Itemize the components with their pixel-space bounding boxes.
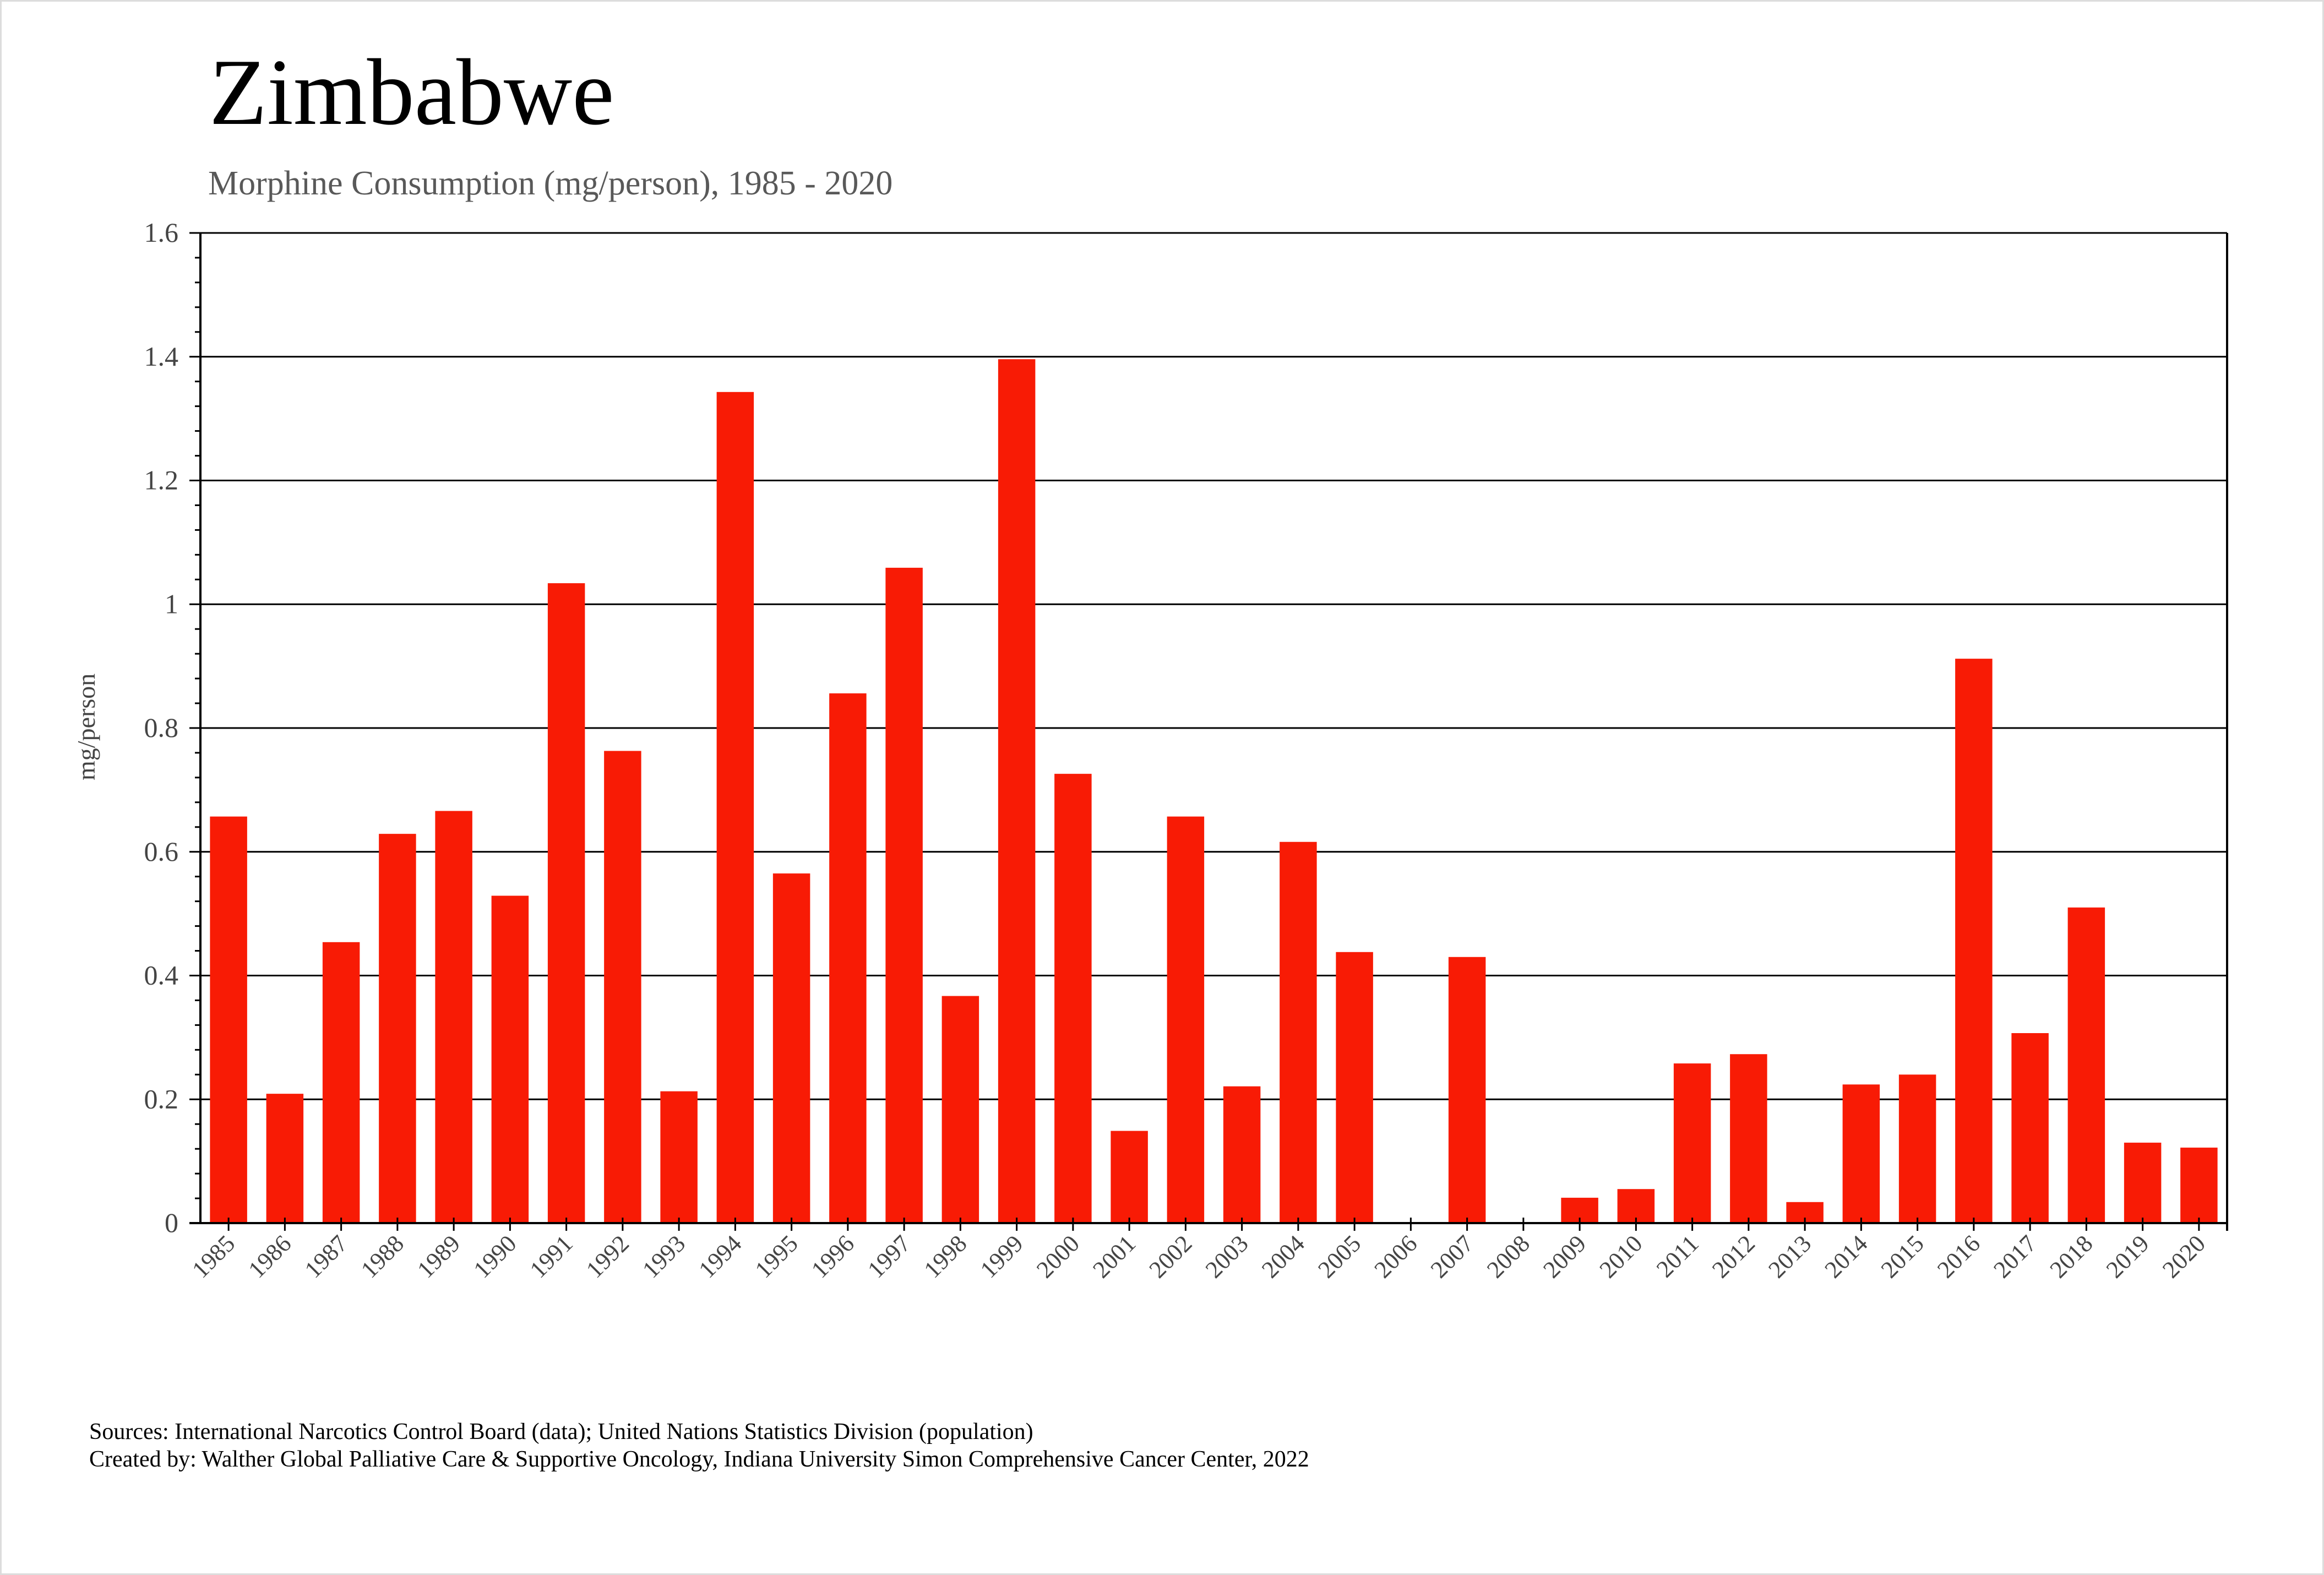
x-tick-label: 1999 xyxy=(975,1230,1028,1283)
chart-subtitle: Morphine Consumption (mg/person), 1985 -… xyxy=(208,165,893,202)
chart-title: Zimbabwe xyxy=(209,40,614,145)
bar-1999 xyxy=(998,359,1036,1223)
bar-2018 xyxy=(2067,907,2105,1223)
y-tick-label: 0.8 xyxy=(144,712,179,743)
bar-1985 xyxy=(210,816,247,1223)
x-tick-label: 2012 xyxy=(1707,1230,1760,1283)
x-tick-label: 2018 xyxy=(2045,1230,2098,1283)
x-tick-label: 2001 xyxy=(1087,1230,1141,1283)
y-tick-label: 1 xyxy=(165,588,178,619)
bar-1994 xyxy=(716,392,754,1224)
bar-1989 xyxy=(435,811,472,1223)
x-tick-label: 1998 xyxy=(919,1230,972,1283)
x-tick-label: 1993 xyxy=(637,1230,690,1283)
x-tick-label: 2008 xyxy=(1482,1230,1535,1283)
y-tick-label: 0.4 xyxy=(144,960,179,991)
bar-1998 xyxy=(941,996,979,1223)
x-tick-label: 1989 xyxy=(412,1230,465,1283)
bar-2007 xyxy=(1448,957,1486,1223)
x-tick-label: 2000 xyxy=(1031,1230,1085,1283)
x-tick-label: 2003 xyxy=(1200,1230,1254,1283)
x-tick-label: 2017 xyxy=(1988,1230,2042,1283)
bar-2019 xyxy=(2124,1142,2162,1223)
y-tick-label: 0.2 xyxy=(144,1083,179,1114)
created-by-note: Created by: Walther Global Palliative Ca… xyxy=(89,1447,1309,1472)
bar-1992 xyxy=(604,751,641,1223)
x-tick-label: 2011 xyxy=(1651,1230,1704,1283)
bar-1993 xyxy=(660,1091,698,1223)
x-tick-label: 2014 xyxy=(1820,1230,1873,1283)
bar-2014 xyxy=(1842,1084,1880,1223)
x-tick-label: 2006 xyxy=(1369,1230,1423,1283)
bar-1988 xyxy=(379,834,416,1223)
bar-1987 xyxy=(322,942,360,1223)
x-tick-label: 2007 xyxy=(1425,1230,1479,1283)
x-tick-label: 2005 xyxy=(1313,1230,1366,1283)
bar-2001 xyxy=(1111,1131,1148,1223)
x-tick-label: 2004 xyxy=(1256,1230,1310,1283)
bar-1986 xyxy=(266,1094,304,1223)
bar-2010 xyxy=(1617,1189,1655,1223)
x-tick-label: 1990 xyxy=(469,1230,522,1283)
bar-2020 xyxy=(2180,1147,2218,1223)
sources-note: Sources: International Narcotics Control… xyxy=(89,1419,1033,1444)
x-tick-label: 2002 xyxy=(1144,1230,1198,1283)
x-tick-label: 1985 xyxy=(187,1230,240,1283)
y-axis-label: mg/person xyxy=(72,674,100,780)
x-tick-label: 1995 xyxy=(750,1230,803,1283)
bar-1996 xyxy=(829,693,867,1223)
x-tick-label: 2009 xyxy=(1538,1230,1591,1283)
bar-2003 xyxy=(1223,1086,1261,1223)
x-tick-label: 1991 xyxy=(525,1230,578,1283)
bar-1991 xyxy=(547,583,585,1223)
x-tick-label: 1997 xyxy=(862,1230,916,1283)
x-tick-label: 1987 xyxy=(300,1230,353,1283)
bar-1995 xyxy=(772,873,810,1223)
y-tick-label: 0.6 xyxy=(144,836,179,867)
x-tick-label: 2016 xyxy=(1932,1230,1985,1283)
x-tick-label: 2015 xyxy=(1876,1230,1929,1283)
y-tick-label: 0 xyxy=(165,1207,178,1238)
bar-1990 xyxy=(491,895,529,1223)
bar-2005 xyxy=(1336,952,1373,1223)
bar-2012 xyxy=(1730,1054,1767,1223)
bar-2011 xyxy=(1673,1063,1711,1223)
x-tick-label: 1994 xyxy=(694,1230,747,1283)
bar-2002 xyxy=(1167,816,1205,1223)
x-tick-label: 1986 xyxy=(243,1230,297,1283)
x-tick-label: 1988 xyxy=(356,1230,409,1283)
x-tick-label: 2010 xyxy=(1594,1230,1648,1283)
y-tick-label: 1.6 xyxy=(144,217,179,248)
bar-2016 xyxy=(1955,659,1993,1223)
x-tick-label: 2020 xyxy=(2157,1230,2211,1283)
x-tick-label: 2013 xyxy=(1763,1230,1816,1283)
bar-2004 xyxy=(1280,841,1317,1223)
y-tick-label: 1.4 xyxy=(144,341,179,372)
bar-2015 xyxy=(1898,1074,1936,1223)
x-tick-label: 2019 xyxy=(2101,1230,2154,1283)
bar-2000 xyxy=(1054,774,1092,1223)
bar-2017 xyxy=(2011,1033,2049,1223)
x-tick-label: 1992 xyxy=(581,1230,634,1283)
x-tick-label: 1996 xyxy=(806,1230,859,1283)
y-tick-label: 1.2 xyxy=(144,465,179,496)
chart-notes: Sources: International Narcotics Control… xyxy=(89,1418,1309,1473)
bar-1997 xyxy=(885,567,923,1223)
